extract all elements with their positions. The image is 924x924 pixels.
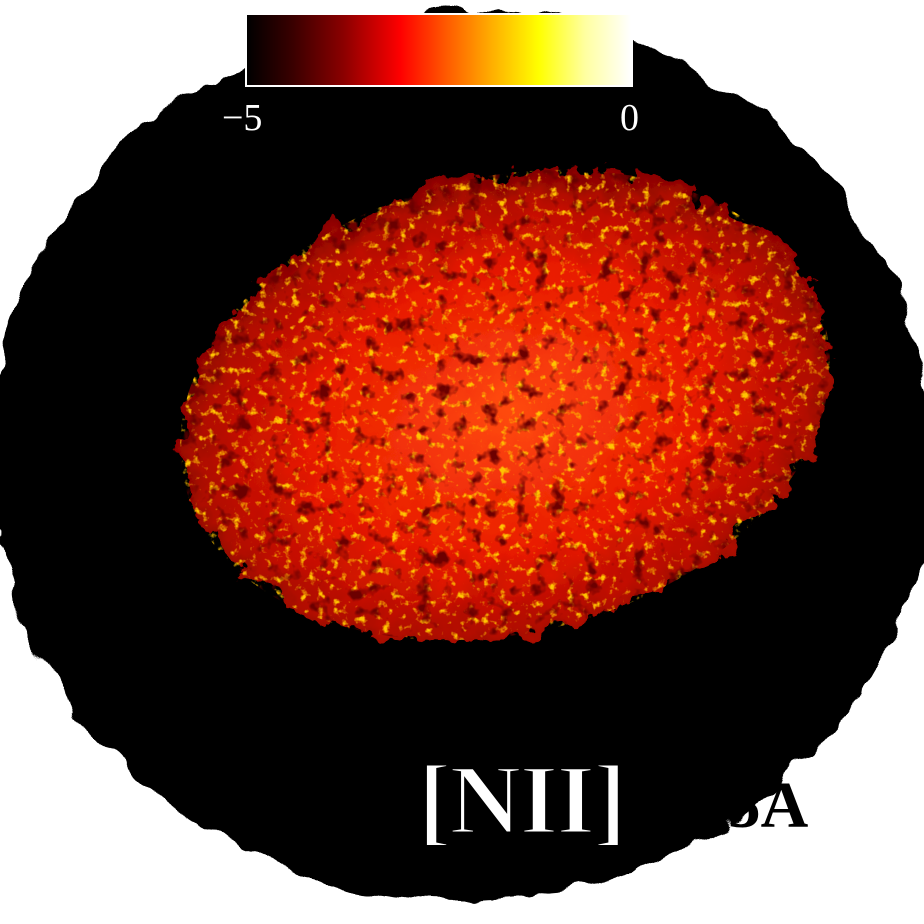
colorbar	[245, 13, 633, 87]
colorbar-min-label: −5	[222, 97, 263, 139]
colorbar-max-label: 0	[620, 97, 639, 139]
wavelength-label: 6585A	[628, 769, 809, 842]
ion-label: [NII]	[417, 744, 629, 855]
emission-line-label: [NII] 6585A	[417, 740, 809, 855]
